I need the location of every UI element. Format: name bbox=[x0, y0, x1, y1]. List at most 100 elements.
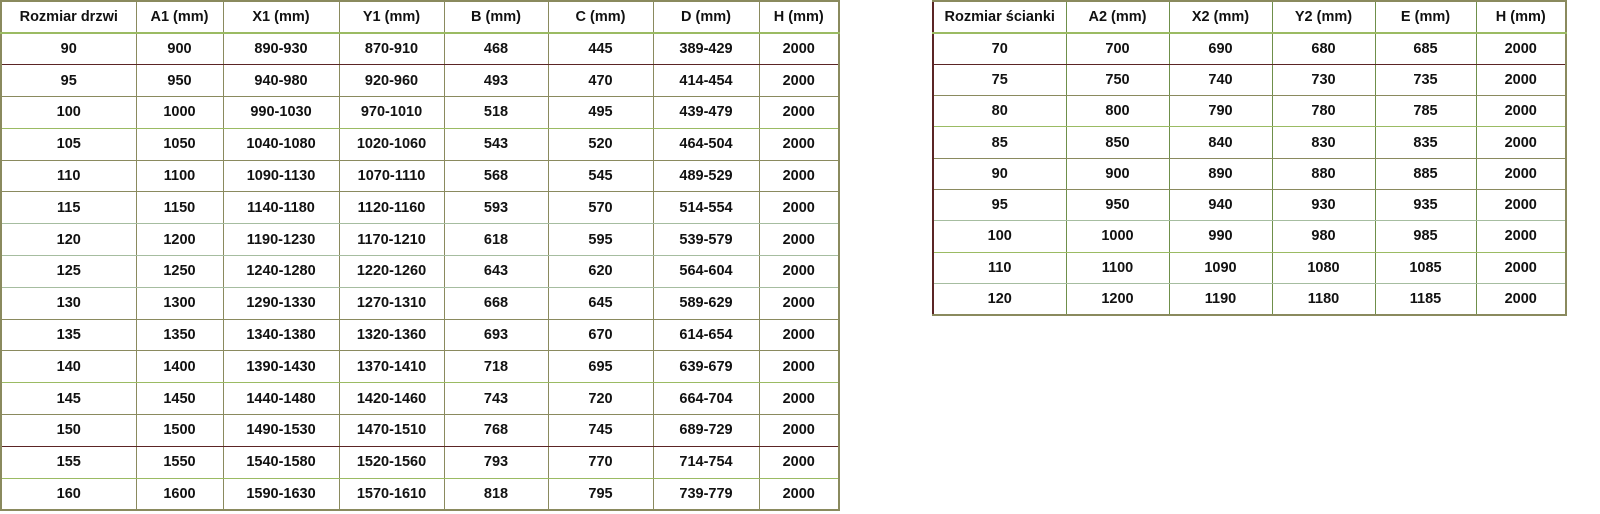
doors-cell: 1540-1580 bbox=[223, 446, 340, 479]
doors-column-header: X1 (mm) bbox=[223, 1, 340, 34]
doors-cell: 1070-1110 bbox=[339, 160, 445, 193]
doors-cell: 1340-1380 bbox=[223, 319, 340, 352]
table-row: 85 850 840 830 835 2000 bbox=[933, 126, 1566, 159]
doors-cell: 160 bbox=[1, 478, 137, 510]
doors-cell: 389-429 bbox=[653, 33, 760, 66]
walls-cell: 990 bbox=[1169, 220, 1273, 253]
doors-cell: 1040-1080 bbox=[223, 128, 340, 161]
walls-cell: 700 bbox=[1066, 33, 1170, 65]
doors-cell: 1600 bbox=[136, 478, 224, 510]
walls-header-row: Rozmiar ścianki A2 (mm) X2 (mm) Y2 (mm) E (m… bbox=[933, 1, 1566, 34]
walls-column-header: A2 (mm) bbox=[1066, 1, 1170, 34]
walls-cell: 2000 bbox=[1476, 283, 1566, 315]
walls-cell: 730 bbox=[1272, 64, 1376, 97]
doors-cell: 940-980 bbox=[223, 64, 340, 98]
walls-cell: 885 bbox=[1375, 158, 1477, 190]
walls-cell: 750 bbox=[1066, 64, 1170, 97]
walls-column-header: Y2 (mm) bbox=[1272, 1, 1376, 34]
doors-cell: 664-704 bbox=[653, 382, 760, 416]
doors-cell: 468 bbox=[444, 33, 549, 66]
doors-cell: 2000 bbox=[759, 33, 839, 66]
doors-cell: 414-454 bbox=[653, 64, 760, 98]
walls-cell: 2000 bbox=[1476, 189, 1566, 222]
walls-table-head: Rozmiar ścianki A2 (mm) X2 (mm) Y2 (mm) E (m… bbox=[933, 1, 1566, 34]
doors-cell: 1240-1280 bbox=[223, 255, 340, 288]
doors-cell: 2000 bbox=[759, 382, 839, 416]
doors-cell: 1020-1060 bbox=[339, 128, 445, 161]
walls-cell: 1200 bbox=[1066, 283, 1170, 315]
doors-cell: 2000 bbox=[759, 350, 839, 384]
doors-cell: 1590-1630 bbox=[223, 478, 340, 510]
table-row: 110 1100 1090 1080 1085 2000 bbox=[933, 252, 1566, 284]
doors-cell: 1050 bbox=[136, 128, 224, 161]
walls-cell: 1000 bbox=[1066, 220, 1170, 253]
table-row: 135 1350 1340-1380 1320-1360 693 670 614-654 20… bbox=[1, 319, 839, 352]
doors-cell: 1570-1610 bbox=[339, 478, 445, 510]
table-row: 90 900 890 880 885 2000 bbox=[933, 158, 1566, 190]
doors-cell: 920-960 bbox=[339, 64, 445, 98]
doors-cell: 620 bbox=[548, 255, 654, 288]
walls-cell: 935 bbox=[1375, 189, 1477, 222]
walls-cell: 930 bbox=[1272, 189, 1376, 222]
doors-cell: 105 bbox=[1, 128, 137, 161]
doors-cell: 2000 bbox=[759, 96, 839, 129]
walls-cell: 90 bbox=[933, 158, 1067, 190]
doors-cell: 818 bbox=[444, 478, 549, 510]
doors-cell: 2000 bbox=[759, 255, 839, 288]
walls-cell: 890 bbox=[1169, 158, 1273, 190]
doors-column-header: B (mm) bbox=[444, 1, 549, 34]
doors-cell: 2000 bbox=[759, 414, 839, 447]
doors-cell: 1390-1430 bbox=[223, 350, 340, 384]
walls-cell: 850 bbox=[1066, 126, 1170, 159]
doors-cell: 570 bbox=[548, 191, 654, 225]
doors-cell: 145 bbox=[1, 382, 137, 416]
doors-cell: 1350 bbox=[136, 319, 224, 352]
walls-cell: 1090 bbox=[1169, 252, 1273, 284]
doors-cell: 543 bbox=[444, 128, 549, 161]
walls-cell: 1100 bbox=[1066, 252, 1170, 284]
doors-column-header: Rozmiar drzwi bbox=[1, 1, 137, 34]
table-row: 145 1450 1440-1480 1420-1460 743 720 664-704 20… bbox=[1, 382, 839, 416]
doors-cell: 595 bbox=[548, 223, 654, 257]
doors-cell: 140 bbox=[1, 350, 137, 384]
doors-cell: 110 bbox=[1, 160, 137, 193]
doors-cell: 1200 bbox=[136, 223, 224, 257]
doors-cell: 2000 bbox=[759, 319, 839, 352]
table-row: 140 1400 1390-1430 1370-1410 718 695 639-679 20… bbox=[1, 350, 839, 384]
doors-cell: 90 bbox=[1, 33, 137, 66]
doors-cell: 1370-1410 bbox=[339, 350, 445, 384]
walls-cell: 940 bbox=[1169, 189, 1273, 222]
walls-cell: 740 bbox=[1169, 64, 1273, 97]
walls-column-header: X2 (mm) bbox=[1169, 1, 1273, 34]
doors-cell: 495 bbox=[548, 96, 654, 129]
walls-cell: 785 bbox=[1375, 95, 1477, 128]
doors-cell: 1440-1480 bbox=[223, 382, 340, 416]
doors-cell: 670 bbox=[548, 319, 654, 352]
doors-cell: 643 bbox=[444, 255, 549, 288]
doors-cell: 1140-1180 bbox=[223, 191, 340, 225]
doors-cell: 593 bbox=[444, 191, 549, 225]
doors-cell: 1220-1260 bbox=[339, 255, 445, 288]
doors-column-header: A1 (mm) bbox=[136, 1, 224, 34]
walls-cell: 950 bbox=[1066, 189, 1170, 222]
doors-cell: 2000 bbox=[759, 191, 839, 225]
table-row: 100 1000 990-1030 970-1010 518 495 439-479 2000 bbox=[1, 96, 839, 129]
doors-cell: 1250 bbox=[136, 255, 224, 288]
doors-cell: 520 bbox=[548, 128, 654, 161]
doors-cell: 668 bbox=[444, 287, 549, 320]
doors-cell: 2000 bbox=[759, 478, 839, 510]
walls-cell: 1085 bbox=[1375, 252, 1477, 284]
table-row: 110 1100 1090-1130 1070-1110 568 545 489-529 20… bbox=[1, 160, 839, 193]
walls-column-header: H (mm) bbox=[1476, 1, 1566, 34]
walls-cell: 690 bbox=[1169, 33, 1273, 65]
doors-cell: 514-554 bbox=[653, 191, 760, 225]
doors-cell: 1470-1510 bbox=[339, 414, 445, 447]
walls-cell: 835 bbox=[1375, 126, 1477, 159]
table-row: 130 1300 1290-1330 1270-1310 668 645 589-629 20… bbox=[1, 287, 839, 320]
doors-cell: 639-679 bbox=[653, 350, 760, 384]
table-row: 95 950 940-980 920-960 493 470 414-454 2000 bbox=[1, 64, 839, 98]
doors-cell: 718 bbox=[444, 350, 549, 384]
doors-header-row: Rozmiar drzwi A1 (mm) X1 (mm) Y1 (mm) B (mm)… bbox=[1, 1, 839, 34]
table-row: 125 1250 1240-1280 1220-1260 643 620 564-604 20… bbox=[1, 255, 839, 288]
